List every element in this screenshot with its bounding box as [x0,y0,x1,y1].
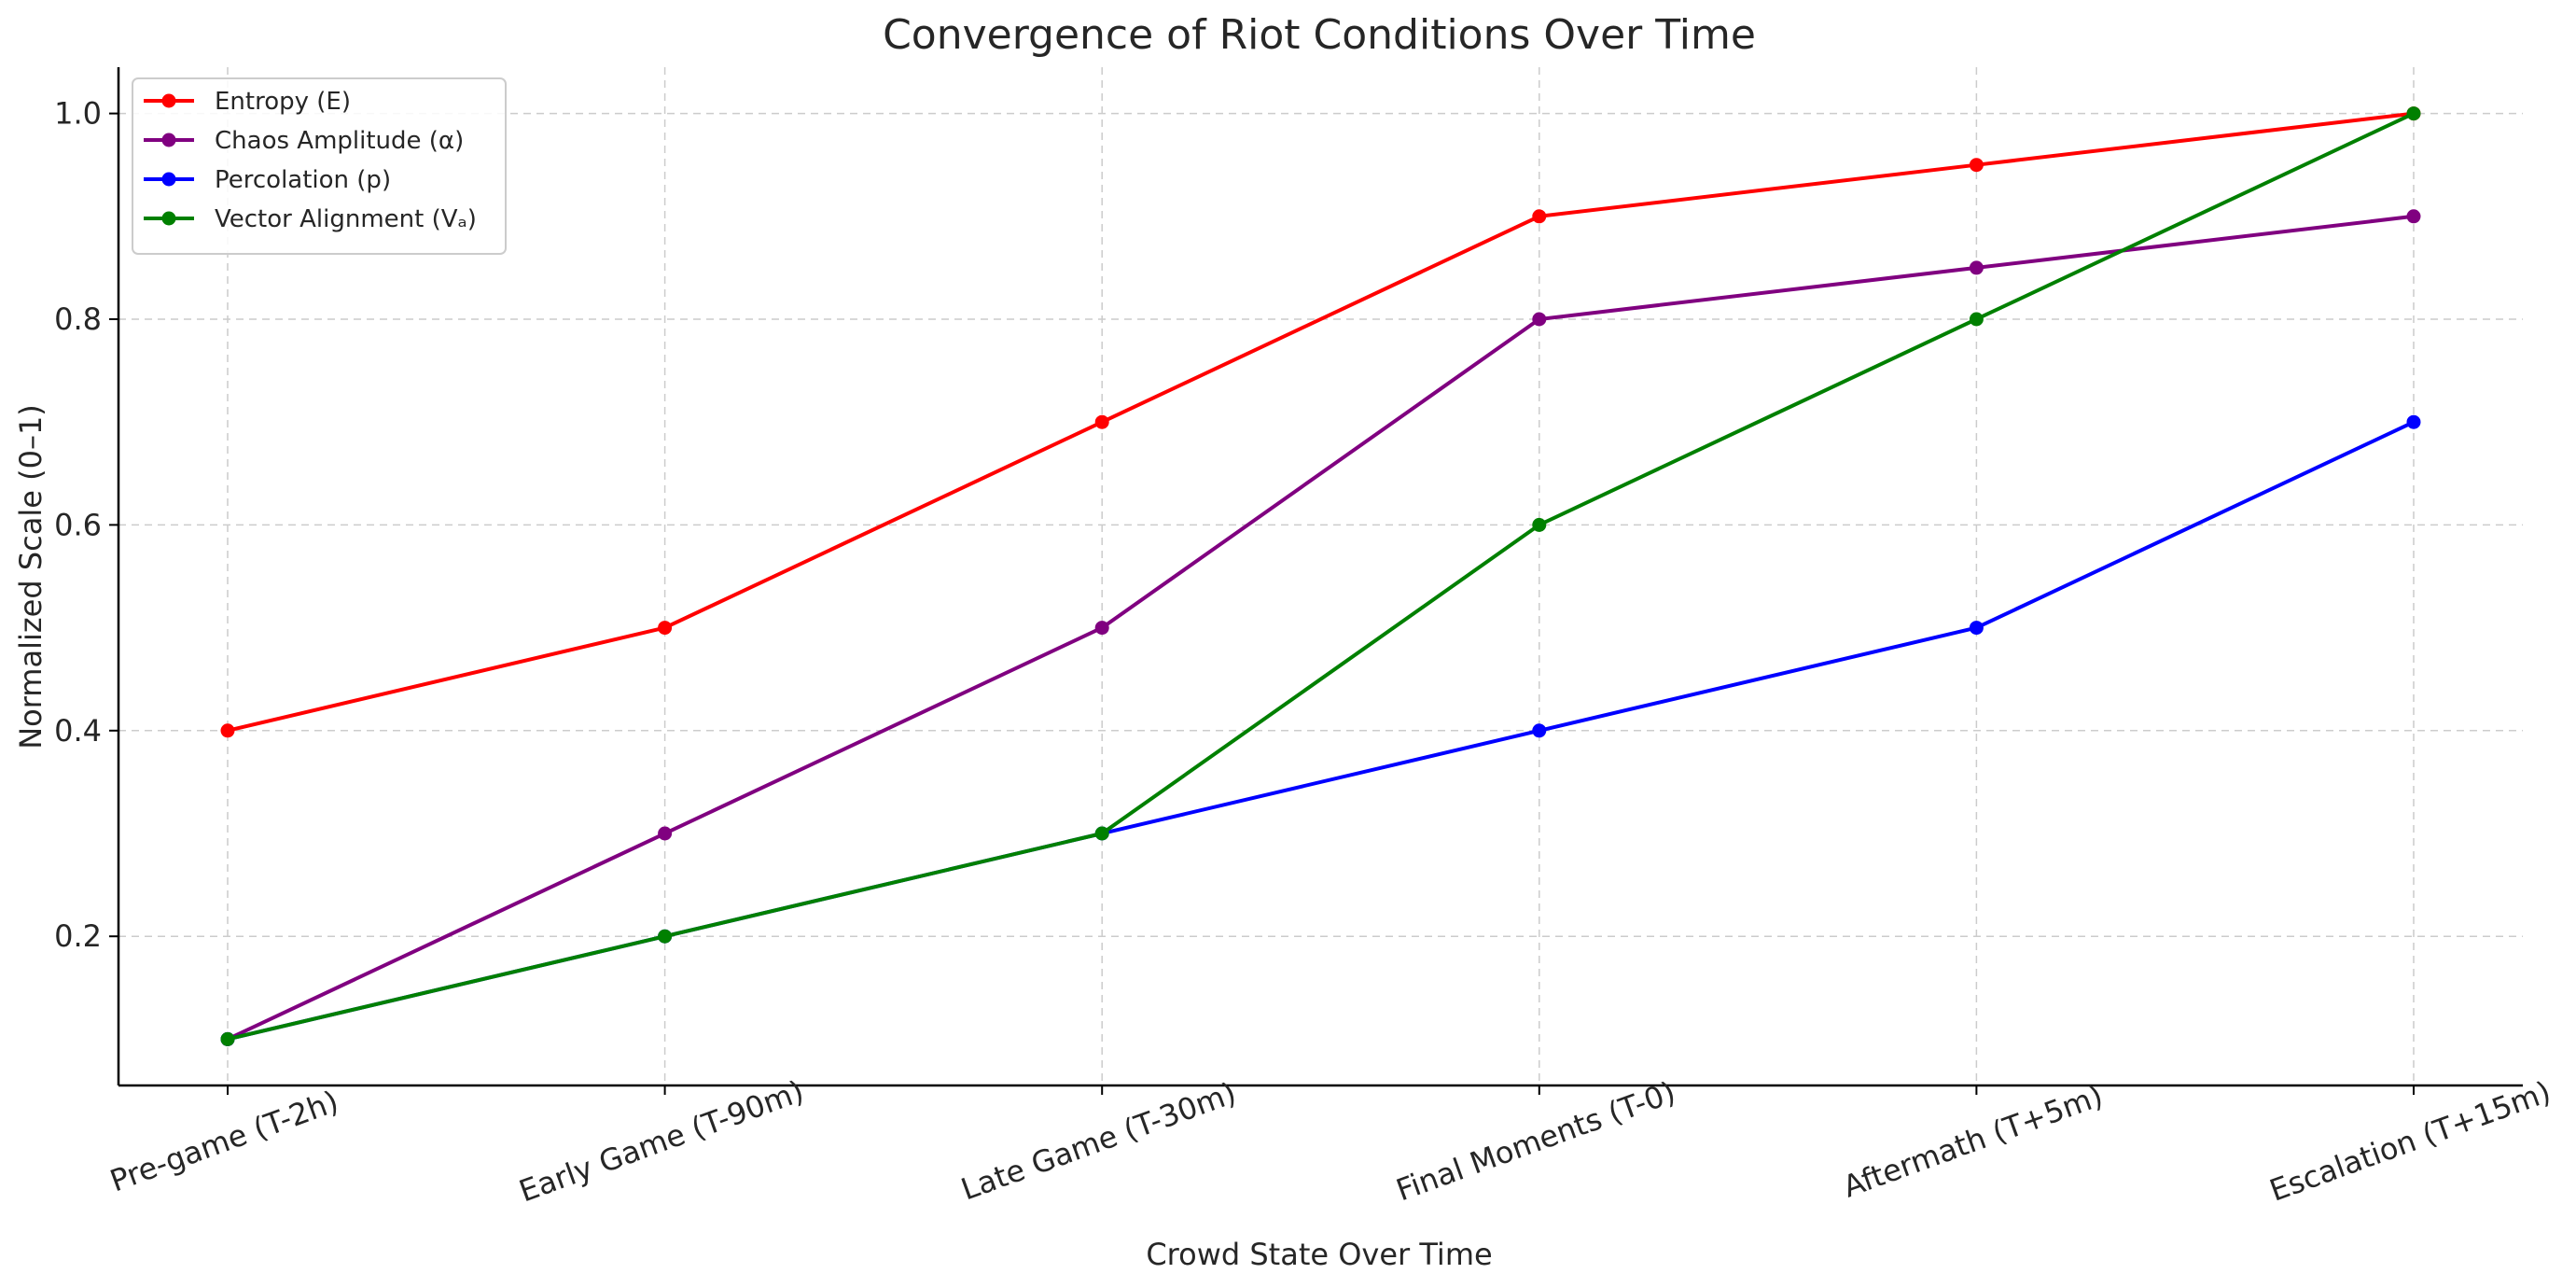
data-point [1969,312,1984,327]
data-point [1969,260,1984,275]
data-point [2406,414,2421,429]
data-point [658,929,673,944]
legend-swatch-marker [161,133,176,147]
y-axis-ticks: 0.2 0.4 0.6 0.8 1.0 [54,96,118,954]
data-point [1532,312,1547,327]
legend-swatch-marker [161,172,176,187]
x-tick-label: Late Game (T-30m) [956,1075,1241,1208]
data-point [1532,723,1547,738]
y-tick-label: 1.0 [54,96,102,132]
x-axis-label: Crowd State Over Time [1146,1237,1492,1272]
data-point [220,1031,235,1046]
legend-box [132,77,507,255]
series-lines [220,106,2421,1046]
legend-label: Entropy (E) [215,88,351,116]
legend-swatch-marker [161,211,176,226]
data-point [658,621,673,636]
axes-spines [117,67,2523,1087]
data-point [1969,621,1984,636]
y-tick-label: 0.4 [54,713,102,749]
x-tick-label: Pre-game (T-2h) [105,1084,343,1199]
chart-title: Convergence of Riot Conditions Over Time [883,11,1756,59]
series-line [227,214,2415,1042]
data-point [1532,209,1547,224]
y-tick-label: 0.2 [54,918,102,954]
data-point [2406,106,2421,121]
x-tick-label: Final Moments (T-0) [1391,1074,1679,1208]
data-point [1532,517,1547,532]
data-point [658,826,673,841]
x-tick-label: Early Game (T-90m) [514,1073,808,1210]
data-point [2406,209,2421,224]
data-point [1094,621,1109,636]
legend: Entropy (E) Chaos Amplitude (α) Percolatio… [132,77,507,255]
y-tick-label: 0.6 [54,507,102,542]
data-point [1094,414,1109,429]
legend-label: Chaos Amplitude (α) [215,127,464,155]
x-tick-label: Aftermath (T+5m) [1839,1078,2108,1205]
series-line [227,111,2415,733]
data-point [220,723,235,738]
legend-label: Percolation (p) [215,166,391,194]
x-tick-label: Escalation (T+15m) [2265,1074,2555,1209]
y-axis-label: Normalized Scale (0–1) [13,404,49,749]
y-tick-label: 0.8 [54,301,102,337]
data-point [1969,158,1984,173]
data-point [1094,826,1109,841]
x-axis-ticks: Pre-game (T-2h) Early Game (T-90m) Late Ga… [105,1073,2555,1210]
legend-label: Vector Alignment (Vₐ) [215,205,477,233]
series-line [227,111,2415,1042]
legend-swatch-marker [161,93,176,108]
